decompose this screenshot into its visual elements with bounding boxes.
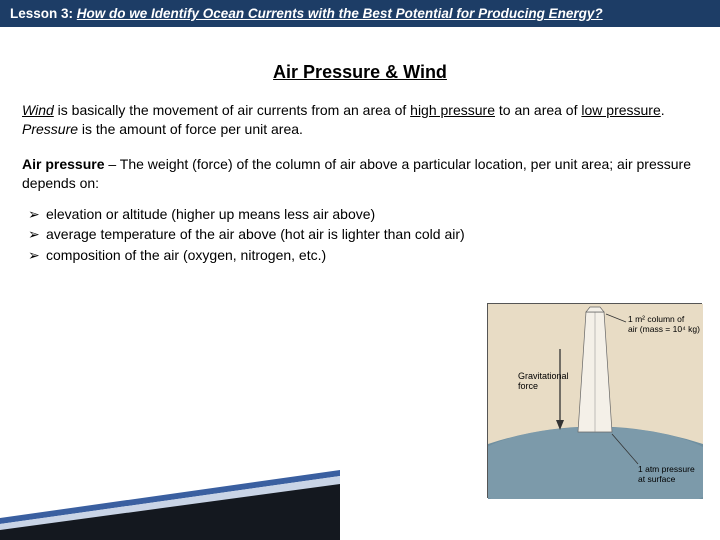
- svg-text:force: force: [518, 381, 538, 391]
- term-air-pressure: Air pressure: [22, 156, 104, 172]
- paragraph-2: Air pressure – The weight (force) of the…: [22, 155, 698, 193]
- list-item: ➢elevation or altitude (higher up means …: [28, 205, 698, 224]
- svg-text:1 m² column of: 1 m² column of: [628, 314, 685, 324]
- term-pressure: Pressure: [22, 121, 78, 137]
- term-low-pressure: low pressure: [581, 102, 660, 118]
- term-high-pressure: high pressure: [410, 102, 495, 118]
- lesson-label: Lesson 3:: [10, 6, 73, 21]
- lesson-header: Lesson 3: How do we Identify Ocean Curre…: [0, 0, 720, 27]
- svg-text:air (mass = 10⁴ kg): air (mass = 10⁴ kg): [628, 324, 700, 334]
- paragraph-1: Wind is basically the movement of air cu…: [22, 101, 698, 139]
- list-item: ➢composition of the air (oxygen, nitroge…: [28, 246, 698, 265]
- decorative-swoosh: [0, 470, 340, 540]
- bullet-icon: ➢: [28, 205, 46, 224]
- content-area: Wind is basically the movement of air cu…: [0, 83, 720, 265]
- bullet-icon: ➢: [28, 246, 46, 265]
- svg-text:Gravitational: Gravitational: [518, 371, 569, 381]
- svg-text:at surface: at surface: [638, 474, 676, 484]
- term-wind: Wind: [22, 102, 54, 118]
- bullet-icon: ➢: [28, 225, 46, 244]
- lesson-title: How do we Identify Ocean Currents with t…: [77, 6, 603, 21]
- svg-text:1 atm pressure: 1 atm pressure: [638, 464, 695, 474]
- list-item: ➢average temperature of the air above (h…: [28, 225, 698, 244]
- diagram-svg: Gravitational force 1 m² column of air (…: [488, 304, 703, 499]
- section-title: Air Pressure & Wind: [0, 62, 720, 83]
- air-column-diagram: Gravitational force 1 m² column of air (…: [487, 303, 702, 498]
- bullet-list: ➢elevation or altitude (higher up means …: [22, 205, 698, 266]
